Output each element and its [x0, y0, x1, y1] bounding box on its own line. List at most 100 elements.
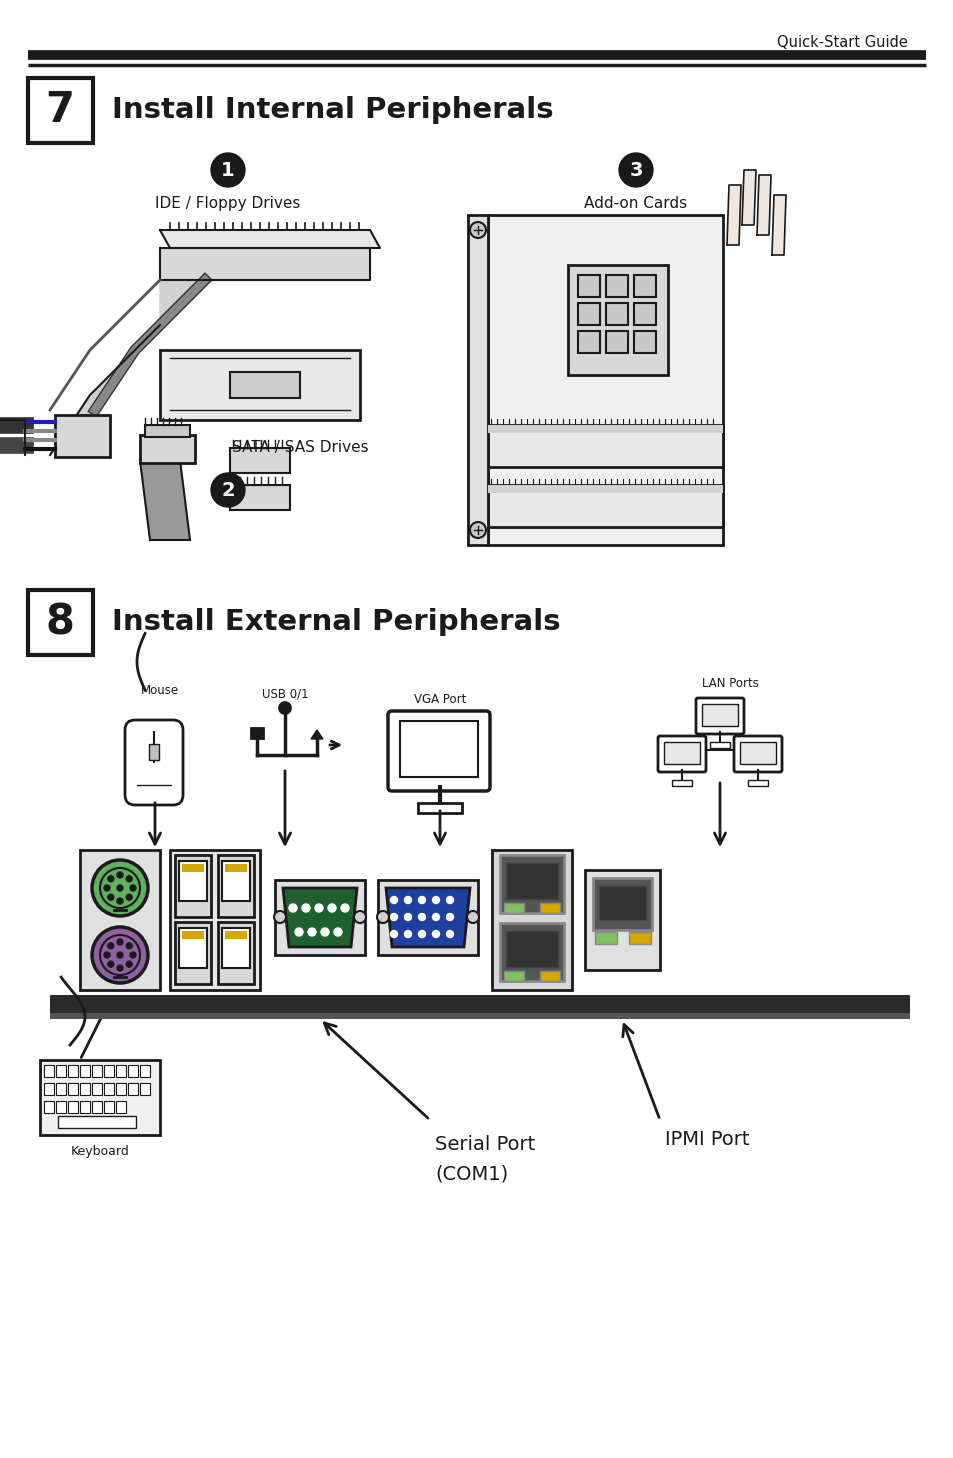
- Circle shape: [432, 930, 439, 937]
- Circle shape: [126, 961, 132, 967]
- Bar: [218, 921, 253, 984]
- Circle shape: [126, 943, 132, 949]
- Circle shape: [91, 927, 148, 983]
- Bar: [182, 865, 204, 872]
- Circle shape: [390, 897, 397, 904]
- Bar: [605, 276, 627, 297]
- Circle shape: [130, 952, 136, 958]
- Circle shape: [294, 927, 303, 936]
- Bar: [628, 932, 650, 943]
- Bar: [140, 1083, 150, 1095]
- Text: Install External Peripherals: Install External Peripherals: [112, 608, 560, 636]
- Circle shape: [376, 911, 389, 923]
- Bar: [230, 486, 290, 510]
- Bar: [91, 1064, 102, 1077]
- Bar: [605, 303, 627, 325]
- Circle shape: [108, 961, 113, 967]
- Bar: [671, 780, 691, 786]
- Bar: [701, 704, 738, 726]
- Text: (COM1): (COM1): [435, 1165, 508, 1184]
- Bar: [58, 1115, 136, 1128]
- Polygon shape: [726, 185, 740, 245]
- Circle shape: [418, 897, 425, 904]
- Circle shape: [404, 930, 411, 937]
- FancyBboxPatch shape: [388, 712, 490, 792]
- Bar: [55, 416, 110, 456]
- Bar: [251, 728, 263, 738]
- Circle shape: [328, 904, 335, 913]
- Bar: [593, 878, 651, 930]
- Text: 3: 3: [629, 160, 642, 179]
- Circle shape: [418, 914, 425, 920]
- FancyBboxPatch shape: [125, 720, 183, 805]
- Bar: [91, 1101, 102, 1112]
- Circle shape: [289, 904, 296, 913]
- Bar: [170, 850, 260, 990]
- Bar: [539, 971, 559, 981]
- Bar: [740, 742, 775, 764]
- Bar: [140, 434, 194, 464]
- Text: Mouse: Mouse: [141, 684, 179, 697]
- Bar: [44, 1101, 54, 1112]
- Text: 7: 7: [46, 89, 74, 131]
- Text: USB 0/1: USB 0/1: [261, 687, 308, 700]
- Circle shape: [302, 904, 310, 913]
- Bar: [488, 424, 722, 433]
- Bar: [539, 903, 559, 913]
- Bar: [56, 1064, 66, 1077]
- Circle shape: [279, 703, 291, 713]
- Text: IPMI Port: IPMI Port: [664, 1130, 749, 1149]
- Bar: [222, 862, 250, 901]
- Circle shape: [117, 898, 123, 904]
- Circle shape: [308, 927, 315, 936]
- Bar: [80, 1101, 90, 1112]
- Bar: [91, 1083, 102, 1095]
- Bar: [399, 722, 477, 777]
- Bar: [747, 780, 767, 786]
- Bar: [104, 1101, 113, 1112]
- Circle shape: [618, 153, 652, 187]
- Circle shape: [108, 894, 113, 900]
- Bar: [104, 1083, 113, 1095]
- Bar: [503, 971, 523, 981]
- Text: LAN Ports: LAN Ports: [700, 677, 758, 690]
- Bar: [709, 742, 729, 748]
- Bar: [104, 1064, 113, 1077]
- Text: Install Internal Peripherals: Install Internal Peripherals: [112, 96, 553, 124]
- Bar: [499, 854, 563, 913]
- Circle shape: [354, 911, 366, 923]
- Text: 8: 8: [46, 601, 74, 643]
- Bar: [182, 932, 204, 939]
- Circle shape: [104, 885, 110, 891]
- Bar: [179, 862, 207, 901]
- Polygon shape: [283, 888, 356, 948]
- Bar: [595, 932, 617, 943]
- Circle shape: [467, 911, 478, 923]
- Bar: [468, 214, 488, 545]
- Bar: [578, 276, 599, 297]
- Circle shape: [117, 965, 123, 971]
- Circle shape: [117, 952, 123, 958]
- Bar: [488, 486, 722, 526]
- Circle shape: [432, 897, 439, 904]
- Bar: [505, 863, 558, 900]
- Circle shape: [108, 943, 113, 949]
- Bar: [116, 1064, 126, 1077]
- Bar: [80, 1083, 90, 1095]
- Bar: [174, 854, 211, 917]
- Circle shape: [340, 904, 349, 913]
- Circle shape: [130, 885, 136, 891]
- Text: Serial Port: Serial Port: [435, 1134, 535, 1153]
- Text: IDE / Floppy Drives: IDE / Floppy Drives: [155, 195, 300, 211]
- Bar: [663, 742, 700, 764]
- Bar: [488, 486, 722, 493]
- Bar: [160, 350, 359, 420]
- Bar: [505, 932, 558, 967]
- Polygon shape: [160, 230, 379, 248]
- Bar: [179, 927, 207, 968]
- Bar: [488, 424, 722, 467]
- Circle shape: [104, 952, 110, 958]
- Bar: [598, 886, 645, 920]
- Bar: [28, 590, 92, 655]
- Bar: [230, 372, 299, 398]
